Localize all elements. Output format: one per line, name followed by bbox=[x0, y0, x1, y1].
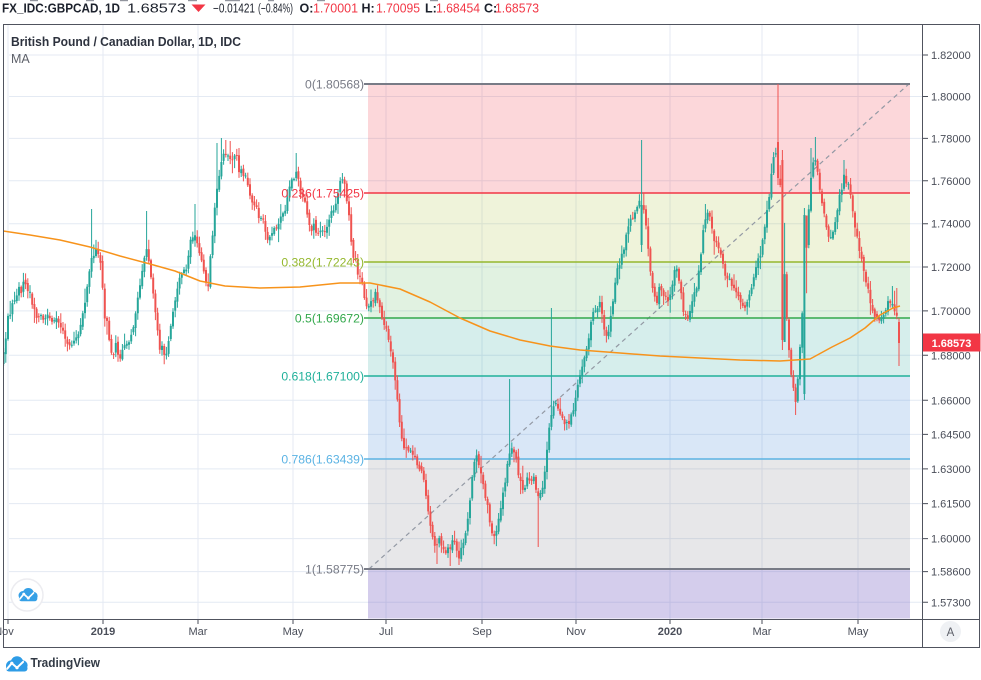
svg-text:0.786(1.63439): 0.786(1.63439) bbox=[281, 453, 364, 467]
svg-text:H:: H: bbox=[362, 2, 375, 16]
svg-text:1.80000: 1.80000 bbox=[931, 92, 971, 104]
svg-text:Jul: Jul bbox=[379, 626, 393, 638]
svg-text:Mar: Mar bbox=[189, 626, 208, 638]
svg-text:1.68454: 1.68454 bbox=[436, 2, 480, 16]
svg-text:1.68573: 1.68573 bbox=[127, 2, 186, 16]
svg-text:1.72000: 1.72000 bbox=[931, 262, 971, 274]
svg-text:May: May bbox=[848, 626, 869, 638]
svg-text:Nov: Nov bbox=[566, 626, 586, 638]
svg-text:1.61500: 1.61500 bbox=[931, 499, 971, 511]
svg-text:1.68573: 1.68573 bbox=[495, 2, 539, 16]
svg-text:0.5(1.69672): 0.5(1.69672) bbox=[295, 312, 364, 326]
svg-text:FX_IDC:GBPCAD, 1D: FX_IDC:GBPCAD, 1D bbox=[2, 2, 120, 16]
svg-text:Nov: Nov bbox=[0, 626, 14, 638]
svg-text:C:: C: bbox=[484, 2, 497, 16]
svg-text:MA: MA bbox=[11, 52, 30, 66]
svg-text:1.78000: 1.78000 bbox=[931, 133, 971, 145]
svg-text:TradingView: TradingView bbox=[31, 656, 101, 670]
svg-text:2019: 2019 bbox=[91, 626, 115, 638]
svg-text:O:: O: bbox=[300, 2, 314, 16]
svg-text:May: May bbox=[283, 626, 304, 638]
svg-text:1.57300: 1.57300 bbox=[931, 597, 971, 609]
svg-text:1.63000: 1.63000 bbox=[931, 464, 971, 476]
svg-text:1.58600: 1.58600 bbox=[931, 567, 971, 579]
svg-text:A: A bbox=[947, 627, 955, 639]
svg-text:(−0.84%): (−0.84%) bbox=[258, 2, 293, 16]
svg-text:Mar: Mar bbox=[753, 626, 772, 638]
svg-text:1.60000: 1.60000 bbox=[931, 534, 971, 546]
svg-text:0.236(1.75425): 0.236(1.75425) bbox=[281, 187, 364, 201]
svg-text:1.74000: 1.74000 bbox=[931, 219, 971, 231]
svg-text:L:: L: bbox=[425, 2, 437, 16]
svg-text:1.82000: 1.82000 bbox=[931, 50, 971, 62]
svg-text:1.70001: 1.70001 bbox=[313, 2, 358, 16]
svg-text:−0.01421: −0.01421 bbox=[213, 2, 255, 16]
svg-text:1.68573: 1.68573 bbox=[932, 338, 972, 350]
svg-text:1(1.58775): 1(1.58775) bbox=[305, 563, 364, 577]
svg-text:1.64500: 1.64500 bbox=[931, 429, 971, 441]
svg-text:Sep: Sep bbox=[472, 626, 492, 638]
svg-text:1.70000: 1.70000 bbox=[931, 306, 971, 318]
svg-text:0.618(1.67100): 0.618(1.67100) bbox=[281, 370, 364, 384]
svg-text:1.68000: 1.68000 bbox=[931, 350, 971, 362]
svg-text:1.70095: 1.70095 bbox=[376, 2, 420, 16]
svg-text:0.382(1.72243): 0.382(1.72243) bbox=[281, 256, 364, 270]
svg-text:2020: 2020 bbox=[658, 626, 682, 638]
svg-text:1.76000: 1.76000 bbox=[931, 176, 971, 188]
svg-text:1.66000: 1.66000 bbox=[931, 395, 971, 407]
svg-text:0(1.80568): 0(1.80568) bbox=[305, 78, 364, 92]
svg-text:British Pound / Canadian Dolla: British Pound / Canadian Dollar, 1D, IDC bbox=[11, 34, 242, 49]
